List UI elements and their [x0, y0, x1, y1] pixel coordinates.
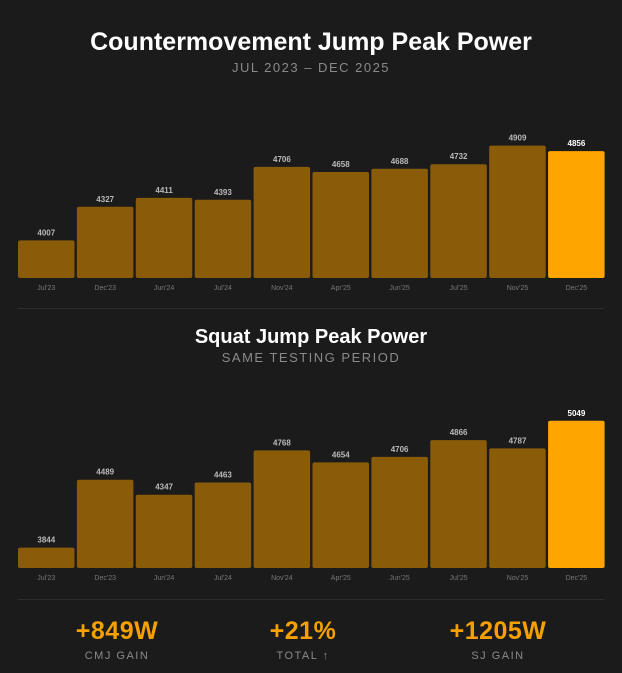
total-gain-stat: +21% TOTAL ↑ — [203, 617, 403, 662]
cmj-tick-label: Dec'25 — [566, 285, 588, 292]
cmj-tick-label: Dec'23 — [94, 285, 116, 292]
cmj-tick-label: Jun'24 — [154, 285, 175, 292]
cmj-tick-label: Jul'25 — [450, 285, 468, 292]
sj-bar — [18, 547, 75, 568]
total-gain-label: TOTAL ↑ — [276, 650, 330, 662]
sj-tick-label: Jun'24 — [154, 575, 175, 582]
cmj-gain-value: +849W — [75, 617, 159, 645]
sj-gain-stat: +1205W SJ GAIN — [398, 617, 598, 662]
cmj-chart-subtitle: JUL 2023 – DEC 2025 — [231, 60, 391, 75]
sj-tick-label: Jul'25 — [450, 575, 468, 582]
cmj-bar — [430, 164, 487, 278]
sj-gain-value: +1205W — [449, 617, 547, 645]
cmj-tick-label: Jun'25 — [389, 285, 410, 292]
summary-stats: +849W CMJ GAIN +21% TOTAL ↑ +1205W SJ GA… — [0, 617, 622, 673]
sj-bar-chart: 3844 Jul'23 4489 Dec'23 4347 Jun'24 4463 Jul'24… — [18, 409, 605, 582]
cmj-data-label: 4411 — [155, 186, 173, 195]
sj-chart-subtitle: SAME TESTING PERIOD — [221, 350, 401, 365]
sj-bar — [253, 450, 311, 568]
sj-bar — [194, 482, 252, 568]
cmj-tick-label: Nov'25 — [507, 285, 529, 292]
cmj-tick-label: Jul'24 — [214, 285, 232, 292]
sj-data-label: 4768 — [273, 438, 291, 447]
sj-data-label: 4787 — [509, 436, 527, 445]
cmj-data-label: 4327 — [96, 195, 114, 204]
cmj-chart-title: Countermovement Jump Peak Power — [90, 28, 532, 56]
cmj-data-label: 4658 — [332, 160, 350, 169]
cmj-bar — [76, 206, 134, 278]
cmj-bar — [253, 166, 311, 278]
sj-data-label: 4347 — [155, 483, 173, 492]
sj-data-label: 4463 — [214, 471, 232, 480]
sj-tick-label: Apr'25 — [331, 575, 351, 582]
sj-gain-label: SJ GAIN — [471, 650, 525, 662]
cmj-bar — [194, 199, 252, 278]
sj-data-label: 4654 — [332, 450, 350, 459]
cmj-gain-label: CMJ GAIN — [84, 650, 150, 662]
sj-bar — [489, 448, 546, 568]
cmj-bar — [548, 151, 605, 278]
sj-tick-label: Dec'25 — [566, 575, 588, 582]
sj-tick-label: Jun'25 — [389, 575, 410, 582]
cmj-tick-label: Nov'24 — [271, 285, 293, 292]
cmj-data-label: 4856 — [568, 139, 586, 148]
sj-tick-label: Jul'24 — [214, 575, 232, 582]
sj-data-label: 4866 — [450, 428, 468, 437]
sj-bar — [76, 479, 134, 568]
cmj-gain-stat: +849W CMJ GAIN — [17, 617, 217, 662]
section-divider — [18, 308, 604, 309]
cmj-tick-label: Jul'23 — [37, 285, 55, 292]
sj-data-label: 5049 — [568, 409, 586, 418]
sj-data-label: 4706 — [391, 445, 409, 454]
cmj-bar — [18, 240, 75, 278]
sj-tick-label: Nov'25 — [507, 575, 529, 582]
cmj-bar-chart: 4007 Jul'23 4327 Dec'23 4411 Jun'24 4393 Jul'24… — [18, 134, 605, 292]
sj-tick-label: Nov'24 — [271, 575, 293, 582]
section-divider — [18, 599, 604, 600]
total-gain-value: +21% — [269, 617, 337, 645]
sj-bar — [548, 420, 605, 568]
cmj-data-label: 4732 — [450, 152, 468, 161]
cmj-bar — [312, 172, 369, 278]
sj-bar — [312, 462, 369, 568]
cmj-bar — [135, 197, 193, 278]
sj-bar — [430, 440, 487, 568]
sj-tick-label: Dec'23 — [94, 575, 116, 582]
sj-bar — [371, 456, 428, 568]
cmj-tick-label: Apr'25 — [331, 285, 351, 292]
sj-chart-title: Squat Jump Peak Power — [194, 326, 428, 348]
cmj-bar — [371, 168, 428, 278]
cmj-data-label: 4909 — [509, 134, 527, 143]
cmj-data-label: 4688 — [391, 157, 409, 166]
sj-data-label: 3844 — [37, 536, 55, 545]
cmj-data-label: 4007 — [37, 228, 55, 237]
cmj-data-label: 4393 — [214, 188, 232, 197]
cmj-data-label: 4706 — [273, 155, 291, 164]
sj-bar — [135, 494, 193, 568]
sj-tick-label: Jul'23 — [37, 575, 55, 582]
sj-data-label: 4489 — [96, 468, 114, 477]
cmj-bar — [489, 145, 546, 278]
